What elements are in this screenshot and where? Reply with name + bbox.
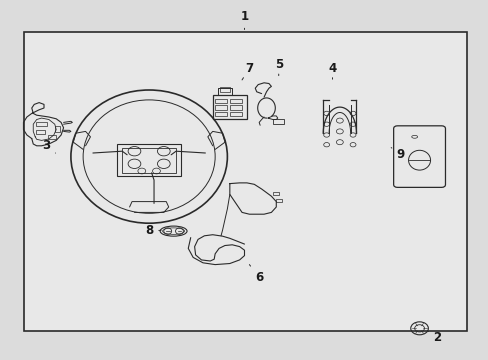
Bar [272, 119, 283, 124]
Text: 7: 7 [242, 62, 253, 80]
Bar [229, 99, 242, 103]
Text: 3: 3 [42, 139, 56, 153]
Bar [36, 122, 47, 126]
Bar [220, 87, 229, 92]
Bar [229, 105, 242, 110]
Text: 6: 6 [249, 265, 263, 284]
Bar [229, 112, 242, 116]
Bar [36, 130, 45, 134]
Bar [24, 32, 466, 331]
Text: 8: 8 [145, 224, 161, 237]
Bar [48, 135, 56, 139]
Text: 5: 5 [274, 58, 282, 76]
Bar [212, 95, 246, 119]
Bar [215, 112, 227, 116]
Text: 1: 1 [240, 10, 248, 30]
Text: 4: 4 [328, 62, 336, 79]
Text: 9: 9 [390, 148, 404, 161]
Bar [215, 105, 227, 110]
Bar [122, 148, 176, 173]
Bar [272, 192, 278, 195]
Bar [276, 199, 282, 202]
Bar [55, 126, 60, 132]
Bar [117, 144, 181, 176]
Text: 2: 2 [427, 331, 441, 344]
Bar [215, 99, 227, 103]
